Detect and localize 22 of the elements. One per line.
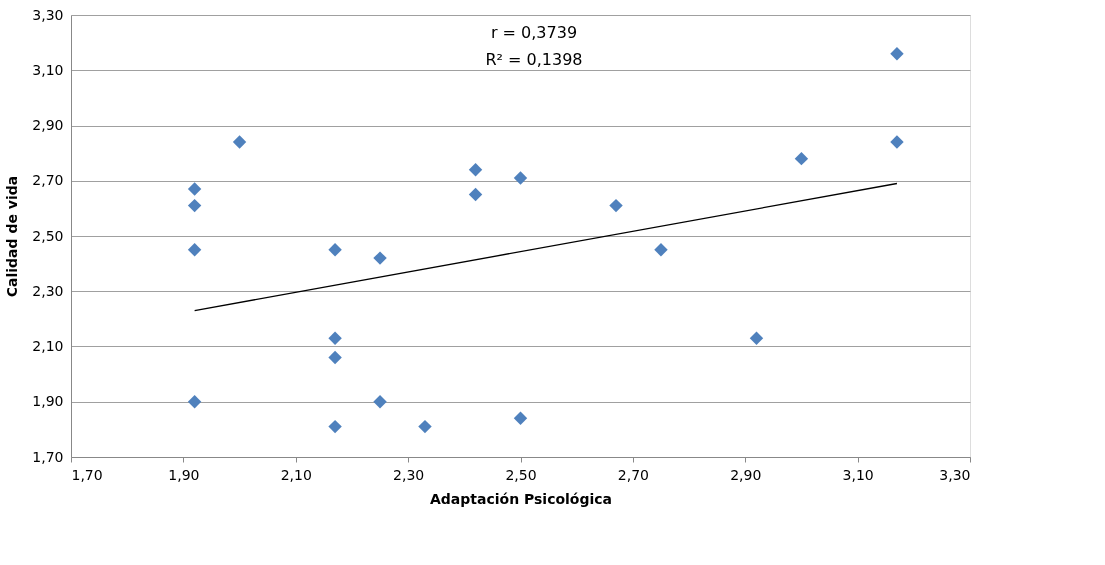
x-tick-label: 1,90 (168, 466, 200, 483)
x-tick-label: 2,10 (280, 466, 312, 483)
x-tick-label: 2,30 (393, 466, 425, 483)
y-tick-label: 2,30 (32, 282, 64, 299)
x-axis-title: Adaptación Psicológica (429, 490, 613, 507)
x-tick-label: 2,50 (505, 466, 537, 483)
y-axis-title: Calidad de vida (4, 175, 21, 298)
x-tick-label: 2,70 (617, 466, 649, 483)
y-tick-label: 1,90 (32, 393, 64, 410)
y-tick-label: 1,70 (32, 448, 64, 465)
y-tick-label: 3,10 (32, 61, 64, 78)
x-tick-label: 3,10 (842, 466, 874, 483)
x-tick-label: 1,70 (71, 466, 103, 483)
y-tick-label: 2,70 (32, 172, 64, 189)
y-tick-label: 3,30 (32, 6, 64, 23)
annotation: r = 0,3739 (490, 23, 578, 42)
y-tick-label: 2,50 (32, 227, 64, 244)
y-tick-label: 2,10 (32, 338, 64, 354)
y-tick-label: 2,90 (32, 117, 64, 133)
annotation: R² = 0,1398 (485, 50, 583, 69)
x-tick-label: 2,90 (730, 466, 762, 483)
x-tick-label: 3,30 (939, 466, 971, 483)
